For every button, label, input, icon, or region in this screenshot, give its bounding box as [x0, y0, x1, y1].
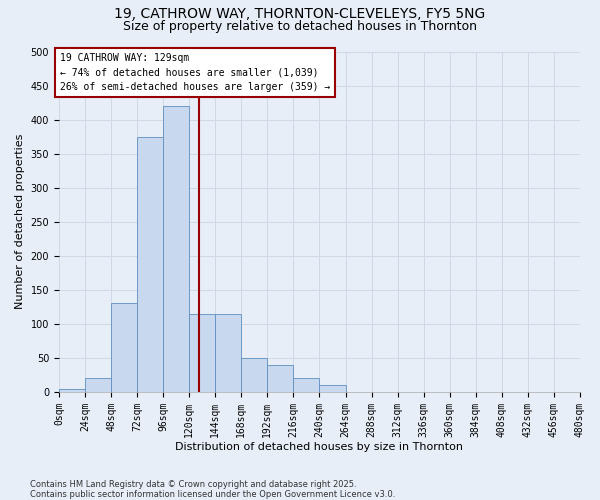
Text: 19, CATHROW WAY, THORNTON-CLEVELEYS, FY5 5NG: 19, CATHROW WAY, THORNTON-CLEVELEYS, FY5…: [115, 8, 485, 22]
Bar: [111, 304, 137, 392]
Bar: [268, 364, 293, 392]
Bar: [163, 106, 189, 392]
Text: Size of property relative to detached houses in Thornton: Size of property relative to detached ho…: [123, 20, 477, 33]
Bar: [189, 314, 215, 392]
Text: 19 CATHROW WAY: 129sqm
← 74% of detached houses are smaller (1,039)
26% of semi-: 19 CATHROW WAY: 129sqm ← 74% of detached…: [60, 53, 330, 92]
Bar: [85, 378, 111, 392]
Bar: [215, 314, 241, 392]
Text: Contains HM Land Registry data © Crown copyright and database right 2025.
Contai: Contains HM Land Registry data © Crown c…: [30, 480, 395, 499]
X-axis label: Distribution of detached houses by size in Thornton: Distribution of detached houses by size …: [175, 442, 463, 452]
Bar: [241, 358, 268, 392]
Bar: [319, 385, 346, 392]
Bar: [137, 136, 163, 392]
Bar: [293, 378, 319, 392]
Bar: [59, 388, 85, 392]
Y-axis label: Number of detached properties: Number of detached properties: [15, 134, 25, 310]
